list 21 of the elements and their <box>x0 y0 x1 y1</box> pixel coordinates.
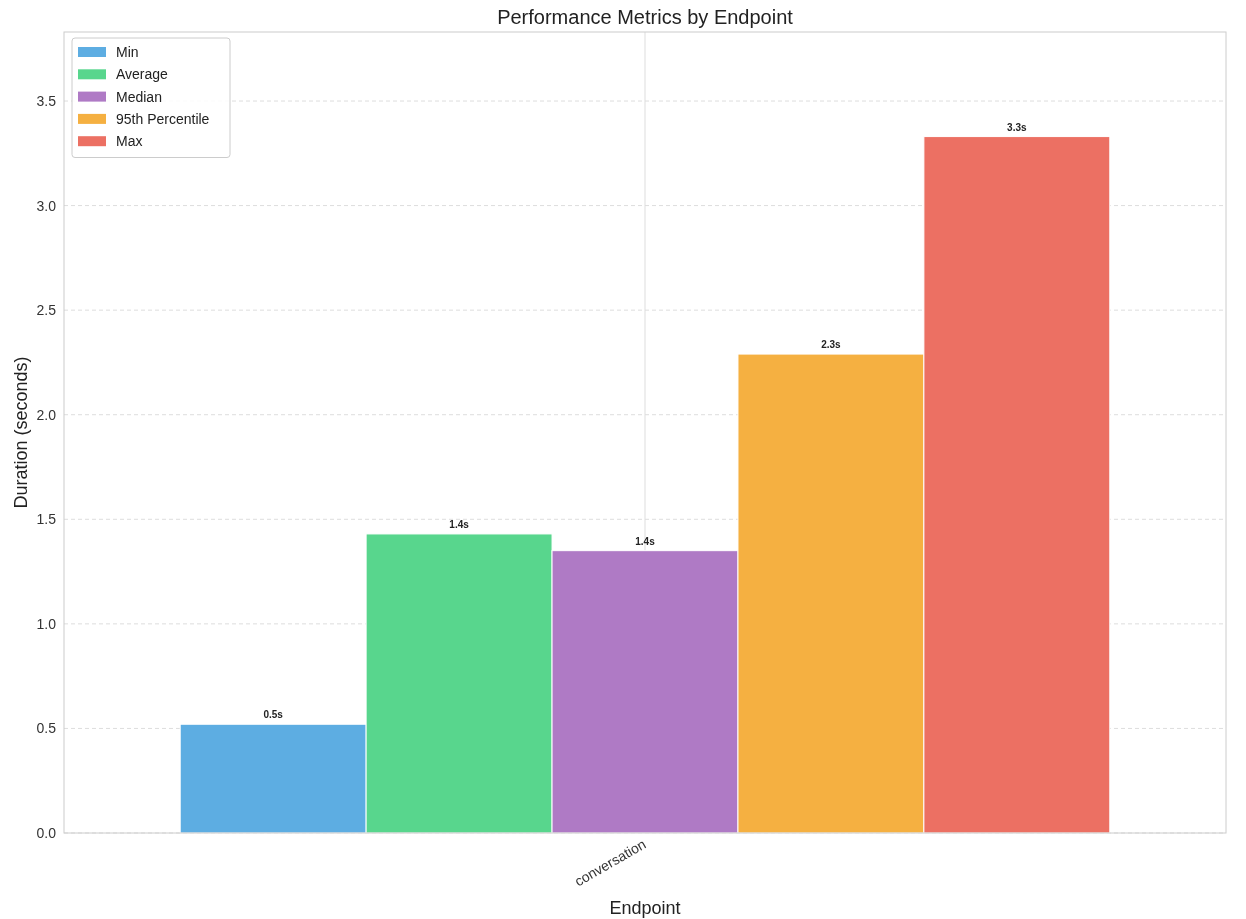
y-tick-label: 0.0 <box>36 825 57 841</box>
y-tick-label: 2.0 <box>36 406 57 423</box>
data-label: 1.4s <box>635 535 656 547</box>
legend-label: Median <box>116 88 162 105</box>
y-tick-label: 1.5 <box>36 511 57 528</box>
y-axis-title: Duration (seconds) <box>11 356 31 509</box>
y-tick-label: 1.0 <box>36 615 57 632</box>
y-tick-label: 3.0 <box>36 197 57 214</box>
legend-label: Average <box>116 66 169 83</box>
data-label: 2.3s <box>821 339 842 351</box>
data-label: 0.5s <box>263 709 284 721</box>
chart-title: Performance Metrics by Endpoint <box>497 6 794 28</box>
x-axis-title: Endpoint <box>609 898 681 918</box>
legend-label: Min <box>116 44 139 60</box>
y-tick-label: 0.5 <box>36 720 57 737</box>
legend-label: 95th Percentile <box>116 110 210 127</box>
y-tick-label: 3.5 <box>36 93 57 110</box>
y-tick-label: 2.5 <box>36 302 57 319</box>
legend-label: Max <box>116 133 143 150</box>
data-label: 1.4s <box>449 518 470 530</box>
data-label: 3.3s <box>1007 121 1028 133</box>
